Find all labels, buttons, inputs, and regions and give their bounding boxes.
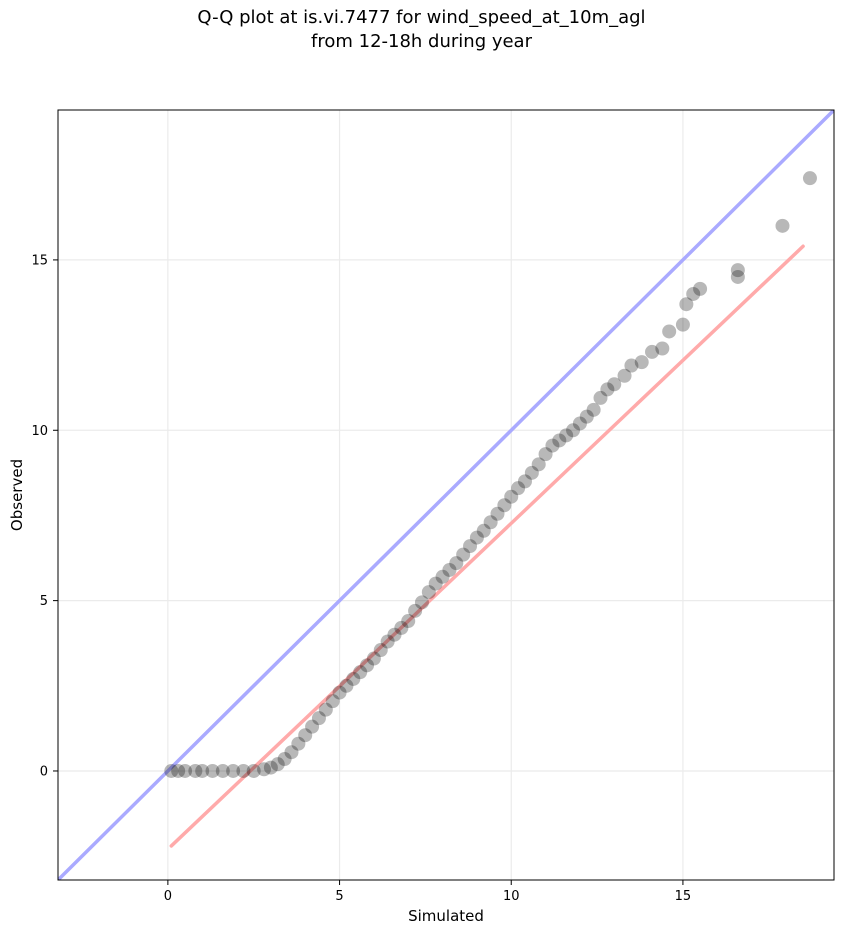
data-point — [679, 297, 694, 312]
data-point — [421, 585, 436, 600]
data-point — [511, 481, 526, 496]
data-point — [188, 763, 203, 778]
data-point — [624, 358, 639, 373]
data-point — [195, 763, 210, 778]
data-point — [490, 506, 505, 521]
data-point — [284, 745, 299, 760]
data-point — [318, 702, 333, 717]
data-point — [339, 678, 354, 693]
x-tick-label: 5 — [335, 889, 343, 904]
data-point — [675, 317, 690, 332]
data-point — [408, 603, 423, 618]
axis-ticks: 0 5 10 15 0 5 10 15 — [31, 253, 691, 904]
chart-title: Q-Q plot at is.vi.7477 for wind_speed_at… — [0, 6, 843, 54]
data-point — [298, 728, 313, 743]
data-point — [215, 763, 230, 778]
data-point — [572, 416, 587, 431]
x-axis-label: Simulated — [408, 907, 484, 925]
data-point — [693, 281, 708, 296]
data-point — [545, 438, 560, 453]
data-point — [617, 368, 632, 383]
data-point — [524, 465, 539, 480]
data-point — [442, 562, 457, 577]
data-point — [476, 523, 491, 538]
data-point — [435, 569, 450, 584]
y-tick-label: 5 — [40, 594, 48, 609]
data-point — [236, 763, 251, 778]
data-point — [311, 711, 326, 726]
x-tick-label: 15 — [675, 889, 692, 904]
data-point — [579, 409, 594, 424]
data-point — [586, 402, 601, 417]
data-point — [517, 474, 532, 489]
data-point — [483, 515, 498, 530]
data-point — [559, 428, 574, 443]
data-point — [566, 423, 581, 438]
y-tick-label: 0 — [40, 764, 48, 779]
data-point — [246, 763, 261, 778]
grid-lines — [58, 110, 834, 880]
data-point — [387, 627, 402, 642]
data-point — [456, 547, 471, 562]
data-point — [497, 498, 512, 513]
data-point — [394, 620, 409, 635]
data-point — [325, 694, 340, 709]
data-point — [305, 719, 320, 734]
reference-lines — [58, 110, 834, 880]
y-tick-label: 15 — [31, 253, 48, 268]
data-point — [366, 651, 381, 666]
data-point — [607, 377, 622, 392]
data-point — [401, 614, 416, 629]
y-axis-label: Observed — [8, 459, 26, 531]
data-point — [428, 576, 443, 591]
data-point — [730, 269, 745, 284]
data-point — [257, 762, 272, 777]
data-point — [291, 736, 306, 751]
data-point — [662, 324, 677, 339]
data-points — [164, 171, 817, 778]
data-point — [531, 457, 546, 472]
data-point — [463, 539, 478, 554]
data-point — [277, 752, 292, 767]
data-point — [449, 556, 464, 571]
one-to-one-line — [58, 110, 834, 880]
data-point — [730, 263, 745, 278]
fit-line — [169, 244, 805, 848]
data-point — [600, 382, 615, 397]
data-point — [802, 171, 817, 186]
data-point — [171, 763, 186, 778]
x-tick-label: 0 — [164, 889, 172, 904]
data-point — [353, 665, 368, 680]
data-point — [414, 595, 429, 610]
data-point — [634, 355, 649, 370]
data-point — [346, 671, 361, 686]
data-point — [205, 763, 220, 778]
data-point — [538, 447, 553, 462]
data-point — [504, 489, 519, 504]
data-point — [270, 757, 285, 772]
data-point — [469, 530, 484, 545]
data-point — [178, 763, 193, 778]
plot-frame — [57, 109, 835, 881]
chart-title-line1: Q-Q plot at is.vi.7477 for wind_speed_at… — [197, 7, 646, 28]
data-point — [775, 218, 790, 233]
data-point — [380, 634, 395, 649]
data-point — [263, 760, 278, 775]
data-point — [373, 643, 388, 658]
data-point — [655, 341, 670, 356]
data-point — [686, 286, 701, 301]
data-point — [360, 658, 375, 673]
data-point — [332, 685, 347, 700]
chart-title-line2: from 12-18h during year — [311, 31, 532, 52]
y-tick-label: 10 — [31, 424, 48, 439]
data-point — [593, 390, 608, 405]
data-point — [645, 344, 660, 359]
x-tick-label: 10 — [503, 889, 520, 904]
data-point — [164, 763, 179, 778]
data-point — [226, 763, 241, 778]
data-point — [552, 433, 567, 448]
